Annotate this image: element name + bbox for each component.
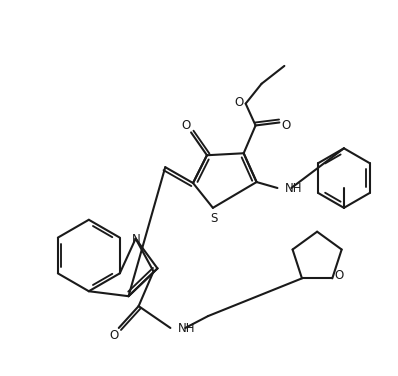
Text: O: O [335,269,344,282]
Text: N: N [132,233,141,246]
Text: O: O [109,329,119,343]
Text: O: O [234,96,243,109]
Text: O: O [282,119,291,132]
Text: NH: NH [285,182,303,196]
Text: O: O [181,119,191,132]
Text: NH: NH [178,323,196,335]
Text: S: S [210,212,218,225]
